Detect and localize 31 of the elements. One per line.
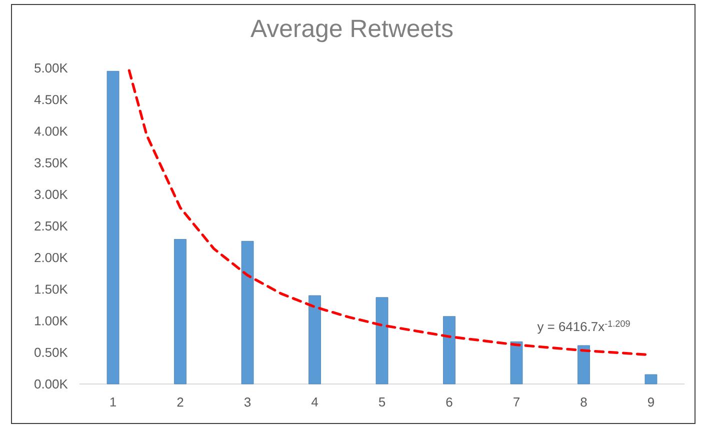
bar — [510, 341, 523, 384]
chart-title: Average Retweets — [250, 20, 453, 42]
bar — [443, 316, 456, 384]
y-tick-label: 3.00K — [34, 190, 68, 199]
y-tick-label: 3.50K — [34, 158, 68, 168]
x-tick-label: 6 — [446, 398, 452, 407]
x-tick-label: 1 — [110, 398, 116, 406]
x-tick-label: 3 — [244, 398, 251, 407]
x-tick-label: 2 — [177, 398, 184, 407]
x-tick-label: 9 — [648, 398, 654, 407]
annotation: y = 6416.7x$^{-1.209}$ — [537, 320, 630, 334]
y-tick-label: 2.00K — [34, 253, 68, 262]
x-tick-label: 7 — [514, 398, 520, 406]
bar — [376, 297, 388, 384]
x-tick-label: 8 — [580, 398, 587, 407]
y-tick-label: 5.00K — [34, 63, 68, 73]
y-tick-label: 1.00K — [35, 316, 68, 326]
y-tick-label: 1.50K — [35, 284, 68, 294]
bar — [308, 295, 321, 384]
y-tick-label: 2.50K — [34, 221, 68, 231]
x-tick-label: 4 — [311, 398, 318, 406]
x-tick-label: 5 — [378, 398, 386, 407]
y-tick-label: 4.50K — [34, 95, 68, 104]
y-tick-label: 4.00K — [34, 126, 68, 136]
bar — [578, 345, 590, 384]
y-tick-label: 0.00K — [34, 379, 68, 389]
bar — [644, 374, 658, 384]
y-tick-label: 0.50K — [34, 348, 68, 357]
bar — [106, 70, 120, 384]
bar — [241, 240, 254, 384]
bar — [174, 239, 186, 384]
